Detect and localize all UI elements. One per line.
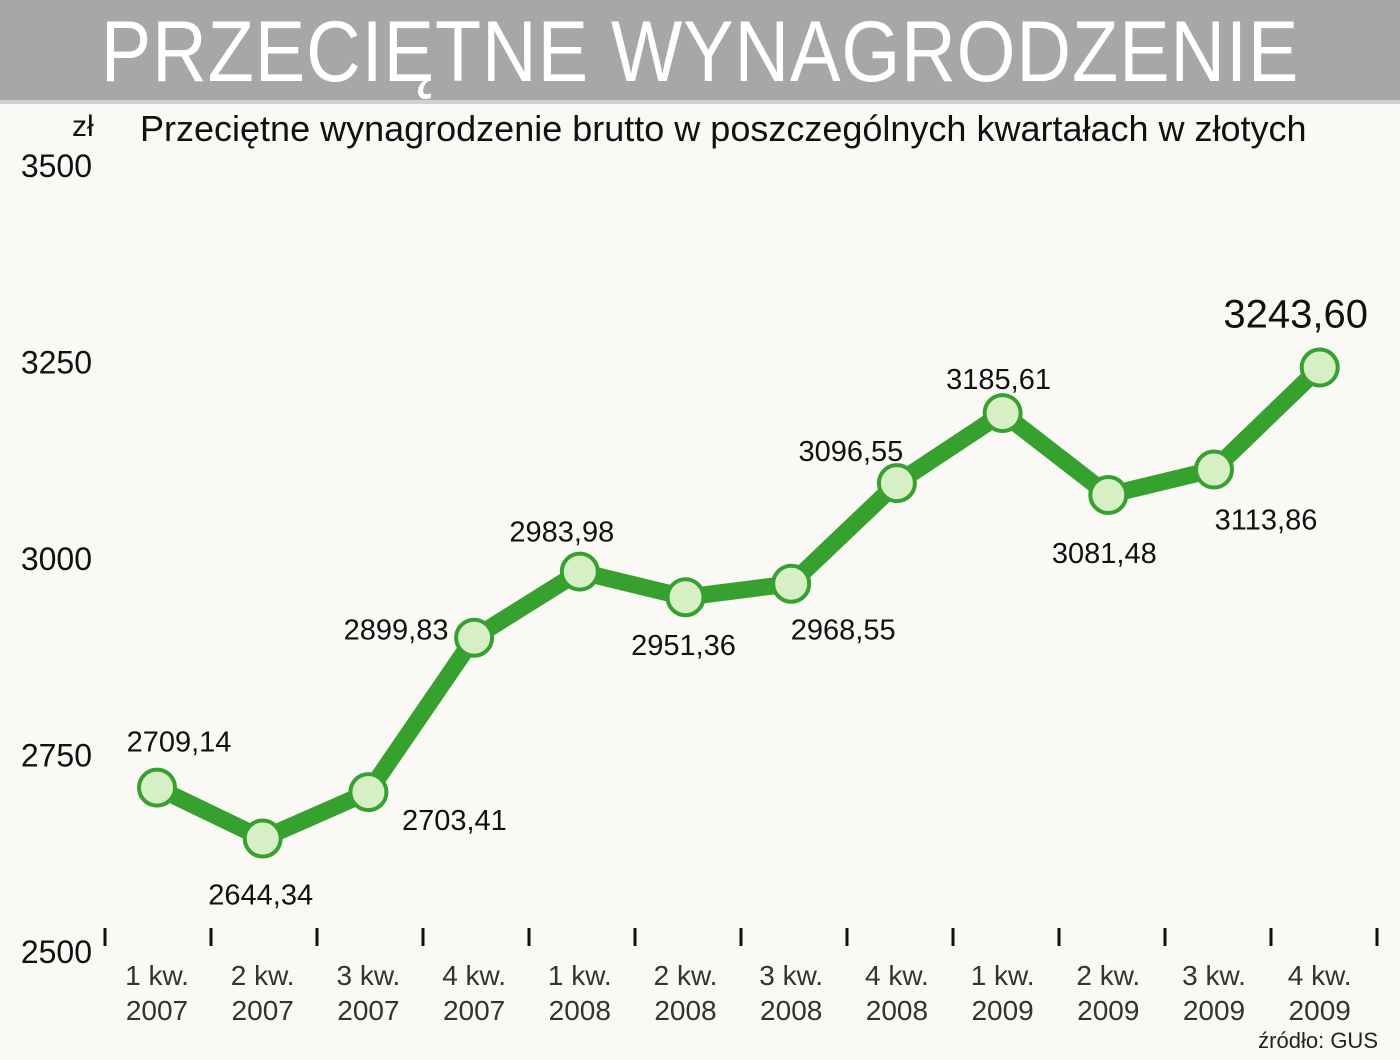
data-label: 3081,48 bbox=[1052, 538, 1157, 570]
data-point bbox=[454, 617, 495, 658]
x-tick-label-year: 2007 bbox=[443, 995, 505, 1026]
data-point bbox=[1194, 449, 1234, 490]
x-tick-label-year: 2007 bbox=[337, 995, 399, 1026]
x-tick-label-year: 2009 bbox=[1289, 995, 1351, 1026]
data-point bbox=[771, 563, 812, 604]
data-point bbox=[982, 393, 1023, 434]
y-tick-label: 3500 bbox=[21, 148, 92, 184]
header-banner: PRZECIĘTNE WYNAGRODZENIE bbox=[0, 0, 1400, 104]
x-tick-label-year: 2007 bbox=[232, 995, 294, 1026]
x-tick-label-quarter: 2 kw. bbox=[1076, 960, 1140, 991]
series-line-layer bbox=[148, 359, 1329, 848]
x-tick-label-year: 2007 bbox=[126, 995, 188, 1026]
x-tick-label-quarter: 2 kw. bbox=[654, 960, 718, 991]
x-tick-label-year: 2009 bbox=[1077, 995, 1139, 1026]
data-label: 3096,55 bbox=[798, 436, 903, 468]
y-tick-label: 3000 bbox=[21, 541, 92, 577]
data-labels: 2709,14 2644,34 2703,41 2899,83 2983,98 2951,… bbox=[127, 293, 1368, 912]
data-point bbox=[348, 772, 389, 813]
x-tick-label-quarter: 3 kw. bbox=[336, 960, 400, 991]
x-tick-label-quarter: 1 kw. bbox=[548, 960, 612, 991]
data-label: 2968,55 bbox=[791, 615, 896, 647]
data-point bbox=[137, 767, 177, 808]
x-tick-label-year: 2009 bbox=[1183, 995, 1245, 1026]
x-tick-label-year: 2008 bbox=[866, 995, 928, 1026]
x-axis bbox=[103, 928, 1379, 946]
data-label: 2709,14 bbox=[127, 727, 232, 759]
data-point bbox=[559, 551, 600, 592]
data-point bbox=[1299, 347, 1340, 388]
data-point bbox=[242, 818, 283, 859]
data-label: 3113,86 bbox=[1215, 505, 1318, 537]
data-label: 2983,98 bbox=[509, 517, 614, 549]
x-tick-label-quarter: 2 kw. bbox=[231, 960, 295, 991]
data-label: 2899,83 bbox=[344, 615, 449, 647]
x-tick-label-quarter: 4 kw. bbox=[865, 960, 929, 991]
data-label: 2644,34 bbox=[208, 880, 313, 912]
chart-title: Przeciętne wynagrodzenie brutto w poszcz… bbox=[140, 108, 1307, 149]
x-tick-label-quarter: 4 kw. bbox=[1288, 960, 1352, 991]
x-tick-label-quarter: 1 kw. bbox=[125, 960, 189, 991]
data-point bbox=[1088, 474, 1129, 515]
data-point bbox=[876, 463, 917, 504]
y-tick-label: 3250 bbox=[21, 345, 92, 381]
x-tick-label-year: 2008 bbox=[654, 995, 716, 1026]
x-tick-label-year: 2008 bbox=[549, 995, 611, 1026]
data-point bbox=[665, 577, 706, 618]
source-note: źródło: GUS bbox=[1258, 1028, 1378, 1053]
x-tick-label-year: 2009 bbox=[971, 995, 1033, 1026]
data-label: 2703,41 bbox=[402, 805, 507, 837]
data-label: 3185,61 bbox=[946, 364, 1051, 396]
y-tick-label: 2500 bbox=[21, 934, 92, 970]
data-label: 2951,36 bbox=[631, 630, 736, 662]
x-tick-labels: 1 kw. 2007 2 kw. 2007 3 kw. 2007 4 kw. 2007 1 kw… bbox=[125, 960, 1352, 1026]
y-axis-unit: zł bbox=[72, 110, 94, 143]
page-title: PRZECIĘTNE WYNAGRODZENIE bbox=[100, 4, 1300, 100]
y-tick-label: 2750 bbox=[21, 738, 92, 774]
series-line bbox=[148, 359, 1329, 848]
x-tick-label-quarter: 3 kw. bbox=[759, 960, 823, 991]
x-tick-label-quarter: 3 kw. bbox=[1182, 960, 1246, 991]
x-tick-label-year: 2008 bbox=[760, 995, 822, 1026]
x-tick-label-quarter: 1 kw. bbox=[971, 960, 1035, 991]
y-axis: 2500 2750 3000 3250 3500 bbox=[21, 148, 92, 970]
data-label: 3243,60 bbox=[1223, 293, 1368, 337]
x-tick-label-quarter: 4 kw. bbox=[442, 960, 506, 991]
series-markers bbox=[137, 347, 1340, 859]
